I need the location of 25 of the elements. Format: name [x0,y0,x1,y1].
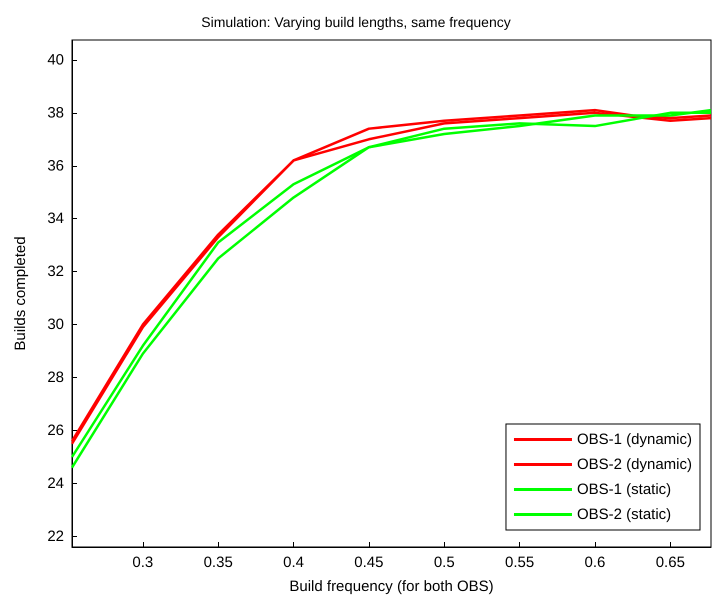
x-tick-label: 0.35 [204,554,233,571]
x-tick-label: 0.6 [584,554,606,571]
legend-label: OBS-1 (static) [576,481,672,498]
x-tick-label: 0.3 [132,554,154,571]
y-tick-label: 24 [47,474,64,492]
y-tick-label: 34 [47,210,64,228]
y-tick-label: 22 [47,528,64,545]
x-axis-title: Build frequency (for both OBS) [289,578,494,595]
y-axis-title: Builds completed [12,236,29,351]
y-tick-label: 40 [47,51,64,68]
legend-label: OBS-1 (dynamic) [576,431,692,448]
y-tick-label: 26 [47,422,64,440]
x-tick-label: 0.45 [354,554,384,571]
x-tick-label: 0.5 [434,554,455,571]
x-tick-label: 0.4 [283,554,304,571]
chart-title: Simulation: Varying build lengths, same frequency [201,14,511,30]
y-tick-label: 36 [47,157,64,174]
legend-label: OBS-2 (static) [576,506,672,523]
y-tick-label: 28 [47,369,64,386]
y-tick-label: 38 [47,104,64,122]
y-tick-label: 30 [47,316,64,334]
x-tick-label: 0.65 [656,554,685,571]
legend-label: OBS-2 (dynamic) [576,456,692,473]
y-tick-label: 32 [47,263,64,280]
x-tick-label: 0.55 [505,554,534,571]
